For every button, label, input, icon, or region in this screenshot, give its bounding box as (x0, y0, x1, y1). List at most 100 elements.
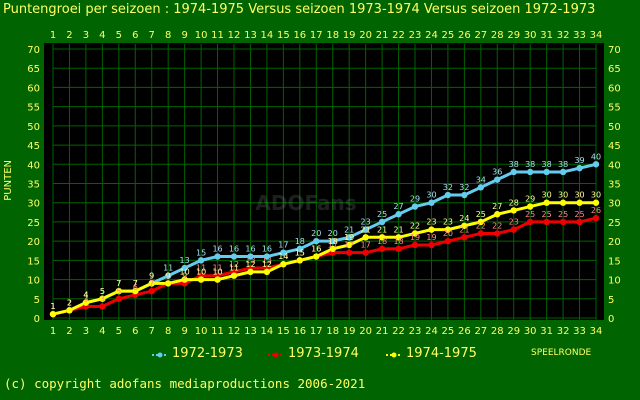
data-point-1974-1975 (230, 272, 238, 279)
data-label-1972-1973: 29 (410, 195, 420, 204)
y-tick-label-right: 70 (608, 45, 621, 56)
data-label-1974-1975: 2 (67, 298, 72, 307)
x-tick-label-top: 8 (165, 30, 171, 41)
legend-label-1973-1974: 1973-1974 (288, 346, 359, 361)
data-point-1974-1975 (592, 199, 600, 206)
data-label-1974-1975: 21 (377, 225, 387, 234)
x-tick-label-bottom: 32 (557, 326, 570, 337)
y-tick-label-left: 40 (27, 160, 40, 171)
data-point-1974-1975 (214, 276, 221, 283)
data-point-1973-1974 (494, 230, 501, 237)
data-point-1974-1975 (82, 299, 90, 306)
data-label-1973-1974: 5 (116, 287, 121, 296)
data-label-1972-1973: 17 (278, 241, 288, 250)
x-tick-label-bottom: 16 (293, 326, 306, 337)
data-point-1973-1974 (345, 249, 353, 256)
data-point-1972-1973 (378, 218, 386, 226)
y-tick-label-right: 30 (608, 199, 621, 210)
x-tick-label-top: 25 (442, 30, 455, 41)
x-tick-label-bottom: 15 (277, 326, 290, 337)
data-label-1972-1973: 2 (67, 298, 72, 307)
data-point-1973-1974 (576, 218, 583, 226)
data-label-1973-1974: 2 (67, 298, 72, 307)
data-point-1974-1975 (66, 307, 73, 314)
data-point-1974-1975 (49, 310, 57, 318)
x-tick-label-bottom: 2 (66, 326, 72, 337)
data-point-1974-1975 (345, 241, 353, 249)
y-tick-label-left: 45 (27, 141, 40, 152)
x-tick-label-top: 2 (66, 30, 72, 41)
y-tick-label-right: 40 (608, 160, 621, 171)
data-point-1972-1973 (428, 199, 435, 206)
data-label-1973-1974: 9 (166, 271, 171, 280)
x-tick-label-top: 27 (474, 30, 487, 41)
y-tick-label-right: 50 (608, 122, 621, 133)
y-tick-label-left: 10 (27, 276, 40, 287)
data-point-1972-1973 (214, 253, 221, 260)
x-tick-label-bottom: 8 (165, 326, 171, 337)
x-tick-label-top: 14 (261, 30, 274, 41)
x-tick-label-bottom: 14 (261, 326, 274, 337)
data-label-1972-1973: 16 (229, 245, 239, 254)
x-tick-label-bottom: 20 (359, 326, 372, 337)
x-tick-label-top: 28 (491, 30, 504, 41)
x-tick-label-bottom: 12 (228, 326, 241, 337)
data-label-1972-1973: 38 (525, 160, 535, 169)
data-label-1974-1975: 29 (525, 195, 535, 204)
data-label-1973-1974: 1 (50, 302, 55, 311)
data-label-1974-1975: 28 (509, 198, 519, 207)
x-tick-label-bottom: 19 (343, 326, 356, 337)
data-label-1972-1973: 20 (328, 229, 338, 238)
data-label-1974-1975: 24 (459, 214, 469, 223)
data-point-1974-1975 (164, 280, 172, 287)
data-label-1974-1975: 25 (476, 210, 486, 219)
watermark-text: ADOFans (255, 191, 357, 215)
data-label-1972-1973: 21 (344, 225, 354, 234)
data-point-1973-1974 (543, 218, 550, 226)
data-label-1972-1973: 23 (361, 218, 371, 227)
data-point-1972-1973 (313, 237, 320, 245)
x-axis-label: SPEELRONDE (531, 348, 592, 358)
data-label-1972-1973: 11 (163, 264, 173, 273)
data-point-1974-1975 (362, 234, 369, 241)
data-label-1972-1973: 38 (509, 160, 519, 169)
data-label-1972-1973: 13 (180, 256, 190, 265)
data-point-1974-1975 (181, 276, 188, 283)
data-label-1974-1975: 30 (574, 191, 584, 200)
data-point-1972-1973 (444, 191, 452, 199)
x-tick-label-bottom: 5 (116, 326, 122, 337)
x-tick-label-bottom: 29 (507, 326, 520, 337)
data-label-1973-1974: 13 (245, 256, 255, 265)
data-point-1973-1974 (115, 295, 123, 302)
x-tick-label-top: 18 (326, 30, 339, 41)
data-label-1974-1975: 19 (344, 233, 354, 242)
data-label-1972-1973: 40 (591, 152, 601, 161)
series-points (49, 161, 600, 318)
x-tick-label-top: 31 (540, 30, 553, 41)
data-point-1972-1973 (362, 226, 369, 233)
data-label-1974-1975: 14 (278, 252, 288, 261)
data-label-1972-1973: 9 (149, 271, 154, 280)
y-tick-label-right: 60 (608, 83, 621, 94)
x-tick-label-bottom: 22 (392, 326, 405, 337)
x-tick-label-bottom: 27 (474, 326, 487, 337)
data-point-1974-1975 (411, 230, 419, 237)
data-label-1973-1974: 13 (262, 256, 272, 265)
data-label-1972-1973: 7 (116, 279, 121, 288)
data-label-1972-1973: 39 (574, 156, 584, 165)
data-label-1974-1975: 4 (83, 291, 88, 300)
x-tick-label-top: 13 (244, 30, 257, 41)
data-point-1973-1974 (559, 218, 567, 226)
data-label-1973-1974: 6 (133, 283, 138, 292)
y-tick-label-right: 0 (608, 314, 614, 325)
x-tick-label-bottom: 24 (425, 326, 438, 337)
data-point-1972-1973 (329, 237, 336, 245)
data-point-1974-1975 (510, 207, 517, 214)
x-tick-label-bottom: 34 (590, 326, 603, 337)
data-point-1972-1973 (576, 164, 583, 172)
data-label-1974-1975: 7 (116, 279, 121, 288)
data-label-1974-1975: 18 (328, 237, 338, 246)
